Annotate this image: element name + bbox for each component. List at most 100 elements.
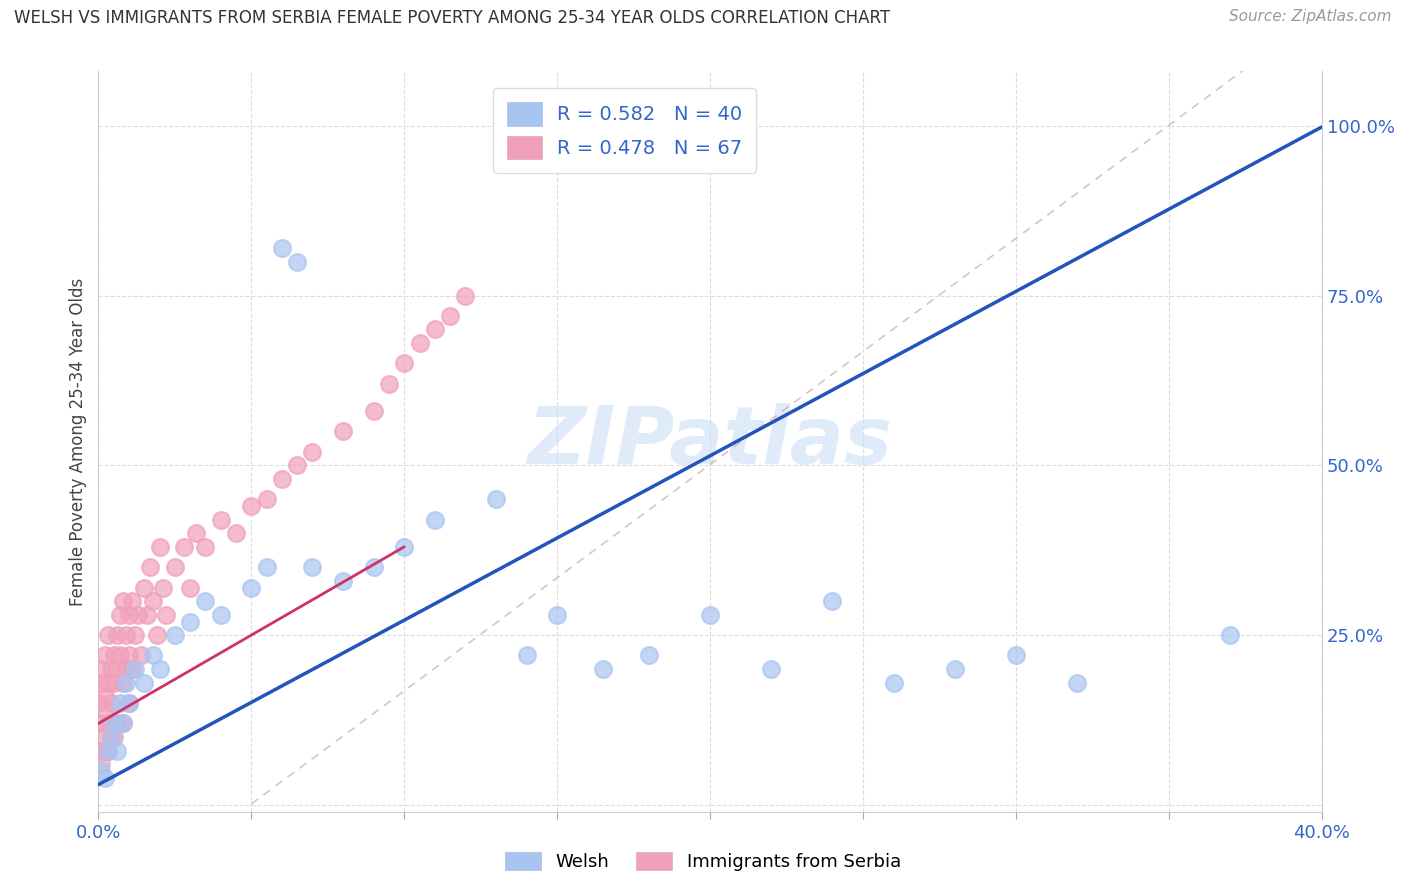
Point (100, 662, 122, 676)
Point (378, 376, 401, 391)
Point (363, 404, 385, 418)
Point (392, 540, 416, 554)
Point (103, 716, 125, 731)
Point (225, 526, 247, 541)
Point (105, 662, 128, 676)
Point (97, 628, 120, 642)
Point (87, 696, 110, 710)
Point (118, 648, 141, 663)
Point (408, 336, 430, 351)
Point (115, 675, 138, 690)
Point (759, 662, 782, 676)
Text: Source: ZipAtlas.com: Source: ZipAtlas.com (1229, 9, 1392, 24)
Point (240, 581, 263, 595)
Point (90, 757, 112, 772)
Point (136, 607, 159, 622)
Point (821, 594, 844, 608)
Point (209, 607, 232, 622)
Point (105, 628, 128, 642)
Point (301, 560, 323, 574)
Point (194, 594, 217, 608)
Point (392, 356, 416, 370)
Point (270, 241, 292, 255)
Point (145, 628, 167, 642)
Point (111, 716, 134, 731)
Point (363, 560, 385, 574)
Point (115, 662, 138, 676)
Point (163, 628, 186, 642)
Point (592, 662, 614, 676)
Point (1004, 648, 1026, 663)
Legend: Welsh, Immigrants from Serbia: Welsh, Immigrants from Serbia (498, 845, 908, 879)
Point (173, 540, 195, 554)
Point (111, 716, 134, 731)
Point (90, 662, 112, 676)
Point (454, 288, 477, 302)
Point (285, 254, 308, 268)
Point (100, 730, 122, 744)
Text: WELSH VS IMMIGRANTS FROM SERBIA FEMALE POVERTY AMONG 25-34 YEAR OLDS CORRELATION: WELSH VS IMMIGRANTS FROM SERBIA FEMALE P… (14, 9, 890, 27)
Point (1066, 675, 1088, 690)
Point (155, 607, 177, 622)
Point (90, 764, 112, 778)
Point (139, 560, 162, 574)
Point (129, 648, 152, 663)
Point (93, 690, 115, 704)
Point (111, 675, 134, 690)
Point (121, 594, 143, 608)
Point (115, 628, 138, 642)
Point (209, 513, 232, 527)
Point (134, 581, 156, 595)
Point (100, 730, 122, 744)
Point (97, 743, 120, 757)
Point (423, 322, 446, 336)
Point (546, 607, 568, 622)
Point (179, 581, 201, 595)
Point (332, 425, 354, 439)
Point (637, 648, 661, 663)
Text: ZIPatlas: ZIPatlas (527, 402, 893, 481)
Point (516, 648, 538, 663)
Point (108, 696, 131, 710)
Point (179, 615, 201, 629)
Point (90, 675, 112, 690)
Point (1219, 628, 1241, 642)
Point (103, 648, 125, 663)
Point (118, 696, 141, 710)
Point (103, 675, 125, 690)
Point (134, 675, 156, 690)
Point (105, 743, 128, 757)
Point (90, 730, 112, 744)
Point (423, 513, 446, 527)
Point (105, 716, 128, 731)
Point (149, 662, 172, 676)
Point (152, 581, 174, 595)
Point (186, 526, 208, 541)
Point (108, 648, 131, 663)
Point (124, 662, 146, 676)
Point (256, 560, 278, 574)
Y-axis label: Female Poverty Among 25-34 Year Olds: Female Poverty Among 25-34 Year Olds (69, 277, 87, 606)
Point (240, 499, 263, 513)
Point (883, 675, 905, 690)
Point (108, 607, 131, 622)
Point (285, 458, 308, 473)
Point (121, 662, 143, 676)
Point (118, 607, 141, 622)
Point (97, 675, 120, 690)
Point (149, 540, 172, 554)
Point (93, 703, 115, 717)
Point (332, 574, 354, 588)
Point (111, 594, 134, 608)
Point (87, 743, 110, 757)
Point (194, 540, 217, 554)
Point (485, 492, 508, 507)
Point (943, 662, 966, 676)
Point (97, 716, 120, 731)
Point (100, 696, 122, 710)
Point (87, 716, 110, 731)
Point (256, 492, 278, 507)
Point (142, 648, 165, 663)
Point (93, 771, 115, 785)
Point (93, 743, 115, 757)
